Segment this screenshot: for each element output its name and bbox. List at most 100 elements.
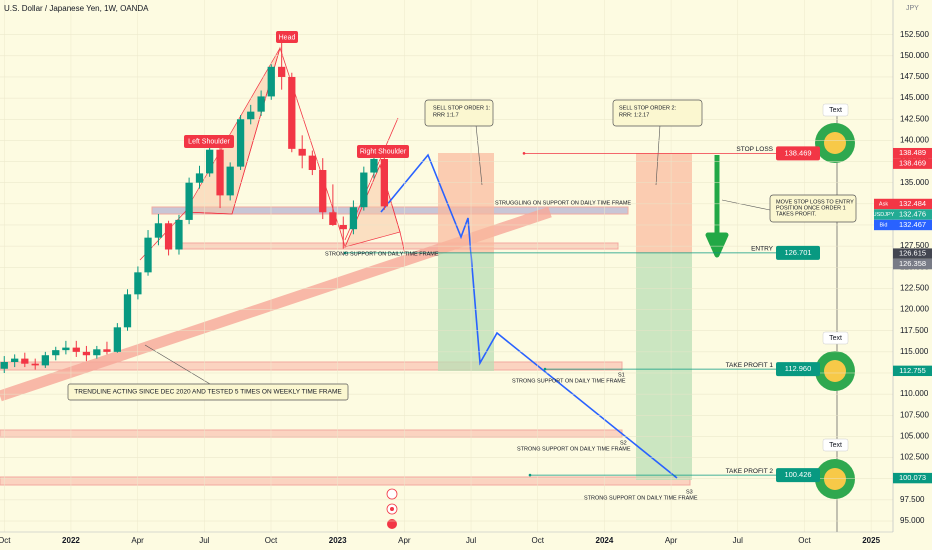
x-tick-label: 2023 bbox=[329, 536, 347, 545]
note: RRR: 1:2.17 bbox=[619, 112, 649, 118]
y-tick-label: 97.500 bbox=[900, 495, 925, 504]
candle-body bbox=[41, 355, 49, 366]
y-tick-label: 150.000 bbox=[900, 51, 929, 60]
candle-body bbox=[144, 237, 152, 273]
axis-tag bbox=[893, 248, 932, 259]
currency: JPY bbox=[906, 5, 919, 12]
support-note: STRONG SUPPORT ON DAILY TIME FRAME bbox=[325, 251, 439, 257]
event-icon[interactable] bbox=[387, 519, 397, 529]
candle-body bbox=[134, 272, 142, 295]
callout-line bbox=[144, 344, 211, 385]
text-badge bbox=[822, 438, 849, 452]
axis-tag-name-box bbox=[874, 219, 893, 231]
note: RRR 1:1.7 bbox=[433, 112, 459, 118]
y-tick-label: 117.500 bbox=[900, 326, 929, 335]
level-value: 112.960 bbox=[785, 364, 812, 373]
y-tick-label: 147.500 bbox=[900, 72, 929, 81]
axis-tag bbox=[893, 258, 932, 270]
price-axis bbox=[893, 0, 932, 550]
down-arrow bbox=[705, 155, 729, 258]
x-tick-label: Apr bbox=[131, 536, 144, 545]
note-box bbox=[67, 383, 349, 401]
left-shoulder-label: Left Shoulder bbox=[188, 138, 230, 145]
y-tick-label: 145.000 bbox=[900, 93, 929, 102]
candle-body bbox=[113, 327, 122, 352]
axis-tag-label: 126.615 bbox=[899, 249, 926, 258]
level-name: TAKE PROFIT 1 bbox=[726, 362, 774, 369]
candle-body bbox=[257, 96, 265, 112]
axis-tag bbox=[893, 198, 932, 210]
candle-body bbox=[278, 66, 286, 77]
candle-body bbox=[0, 361, 8, 369]
candle-body bbox=[206, 149, 214, 174]
x-tick-label: Oct bbox=[0, 536, 11, 545]
note: POSITION ONCE ORDER 1 bbox=[776, 205, 846, 211]
axis-tag-label: 132.467 bbox=[899, 220, 926, 229]
support-zone bbox=[0, 429, 623, 438]
pattern-line bbox=[139, 46, 406, 261]
reward-box bbox=[636, 253, 692, 480]
y-tick-label: 105.000 bbox=[900, 432, 929, 441]
candle-body bbox=[164, 223, 173, 250]
x-tick-label: 2022 bbox=[62, 536, 80, 545]
risk-box bbox=[438, 153, 494, 253]
candle-body bbox=[154, 223, 163, 238]
callout-line bbox=[721, 199, 771, 211]
event-icon[interactable] bbox=[386, 488, 398, 500]
drawings bbox=[0, 46, 855, 532]
candle-body bbox=[216, 149, 224, 196]
note: SELL STOP ORDER 2: bbox=[619, 105, 677, 111]
note: TAKES PROFIT. bbox=[776, 211, 817, 217]
x-tick-label: Jul bbox=[733, 536, 743, 545]
candle-body bbox=[236, 119, 245, 167]
y-tick-label: 107.500 bbox=[900, 410, 929, 419]
candle-body bbox=[339, 224, 347, 230]
support-note: STRONG SUPPORT ON DAILY TIME FRAME bbox=[512, 378, 626, 384]
candle-body bbox=[82, 351, 91, 356]
head-label: Head bbox=[279, 34, 296, 41]
label-box bbox=[184, 135, 234, 148]
y-tick-label: 95.000 bbox=[900, 516, 925, 525]
chart-title: U.S. Dollar / Japanese Yen, 1W, OANDA bbox=[4, 4, 149, 13]
axis-tag bbox=[893, 365, 932, 377]
candle-body bbox=[72, 347, 80, 352]
x-tick-label: Oct bbox=[798, 536, 811, 545]
level-tag bbox=[776, 468, 820, 483]
axis-tag-name: Bid bbox=[880, 222, 888, 228]
candle-body bbox=[298, 148, 306, 156]
support-label: S2 bbox=[620, 440, 627, 446]
callout-line bbox=[655, 124, 661, 186]
level-dot bbox=[522, 152, 526, 155]
support-label: S3 bbox=[686, 489, 693, 495]
axis-tag-label: 132.476 bbox=[899, 209, 926, 218]
axis-tag bbox=[893, 219, 932, 231]
axis-tag-name-box bbox=[874, 198, 893, 210]
x-tick-label: Oct bbox=[265, 536, 278, 545]
candle-body bbox=[247, 111, 255, 120]
level-name: STOP LOSS bbox=[736, 146, 773, 153]
axis-tag bbox=[893, 472, 932, 484]
x-tick-label: Oct bbox=[531, 536, 544, 545]
support-note: STRUGGLING ON SUPPORT ON DAILY TIME FRAM… bbox=[495, 200, 631, 206]
y-tick-label: 110.000 bbox=[900, 389, 929, 398]
note: MOVE STOP LOSS TO ENTRY bbox=[776, 199, 854, 205]
axis-tag-name: USDJPY bbox=[873, 212, 895, 218]
note: SELL STOP ORDER 1: bbox=[433, 105, 491, 111]
candle-body bbox=[62, 347, 70, 351]
text-badge-label: Text bbox=[829, 442, 842, 449]
note-box bbox=[424, 99, 494, 127]
candle-body bbox=[185, 182, 193, 220]
reward-box bbox=[438, 253, 494, 371]
candle-body bbox=[103, 349, 111, 352]
axis-tag-label: 112.755 bbox=[899, 366, 926, 375]
emoji bbox=[824, 132, 846, 154]
event-icon bbox=[390, 507, 394, 511]
axis-tag-label: 100.073 bbox=[899, 473, 926, 482]
candle-body bbox=[370, 159, 378, 173]
candle-body bbox=[360, 172, 368, 208]
y-tick-label: 135.000 bbox=[900, 178, 929, 187]
x-tick-label: 2025 bbox=[862, 536, 880, 545]
level-tag bbox=[776, 146, 820, 161]
candle-body bbox=[175, 219, 183, 250]
candle-body bbox=[329, 212, 337, 225]
